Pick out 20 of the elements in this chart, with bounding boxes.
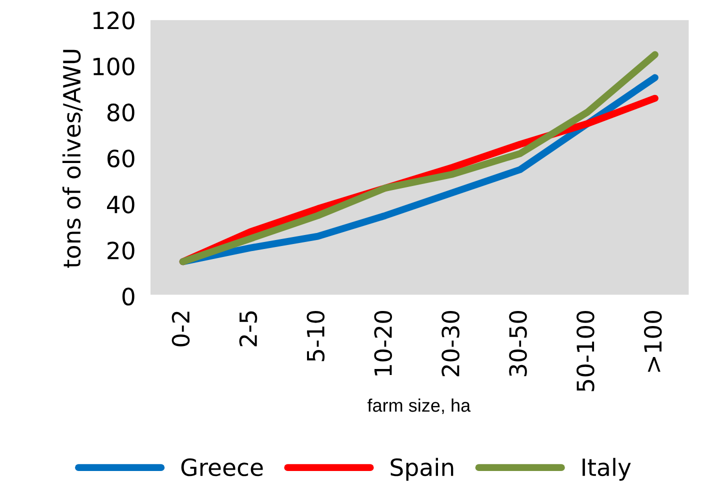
x-tick-label: 5-10: [306, 310, 325, 362]
x-tick-label: 50-100: [576, 310, 594, 392]
y-axis-title: tons of olives/AWU: [62, 50, 83, 268]
y-tick-label: 40: [107, 196, 134, 214]
legend-label: Spain: [390, 458, 454, 481]
x-tick-label: >100: [644, 310, 662, 372]
y-tick-label: 80: [107, 104, 134, 122]
legend-label: Italy: [582, 458, 631, 481]
x-tick-label: 0-2: [172, 312, 190, 346]
x-tick-label: 20-30: [442, 310, 460, 376]
x-tick-label: 2-5: [239, 311, 258, 346]
y-tick-label: 0: [122, 288, 134, 306]
x-axis-title: farm size, ha: [367, 398, 471, 414]
y-tick-label: 100: [93, 58, 134, 76]
legend-label: Greece: [181, 458, 263, 476]
y-tick-label: 120: [93, 12, 134, 30]
y-tick-label: 20: [108, 242, 134, 260]
x-tick-label: 10-20: [374, 310, 392, 376]
x-tick-label: 30-50: [509, 310, 527, 376]
y-tick-label: 60: [108, 150, 134, 168]
